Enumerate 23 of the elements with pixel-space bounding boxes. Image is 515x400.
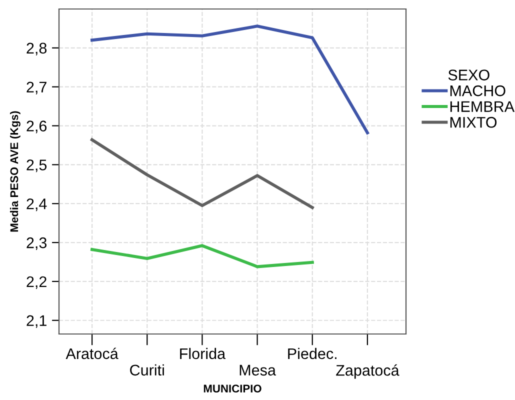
legend-label: MACHO (450, 85, 506, 96)
x-axis-title: MUNICIPIO (204, 384, 262, 393)
line-series (90, 244, 314, 268)
legend-label: HEMBRA (450, 101, 515, 112)
legend-title: SEXO (448, 70, 490, 80)
x-tick-label: Mesa (240, 364, 276, 376)
y-tick-label: 2,8 (26, 42, 47, 56)
y-tick-label: 2,3 (26, 237, 47, 250)
y-axis-title: Media PESO AVE (Kgs) (10, 111, 20, 232)
x-tick-label: Aratocá (66, 348, 118, 360)
y-tick-label: 2,6 (26, 120, 47, 134)
x-tick-label: Curiti (130, 364, 164, 376)
y-tick-label: 2,1 (26, 315, 46, 328)
y-tick-label: 2,7 (26, 82, 46, 94)
x-tick-label: Zapatocá (336, 364, 400, 379)
legend-label: MIXTO (450, 116, 497, 128)
line-series (90, 138, 314, 210)
x-tick-label: Piedec. (288, 348, 336, 360)
y-tick-label: 2,2 (26, 276, 46, 289)
line-series (90, 24, 369, 134)
y-tick-label: 2,5 (26, 160, 47, 172)
y-tick-label: 2,4 (26, 198, 47, 212)
x-tick-label: Florida (180, 348, 226, 360)
